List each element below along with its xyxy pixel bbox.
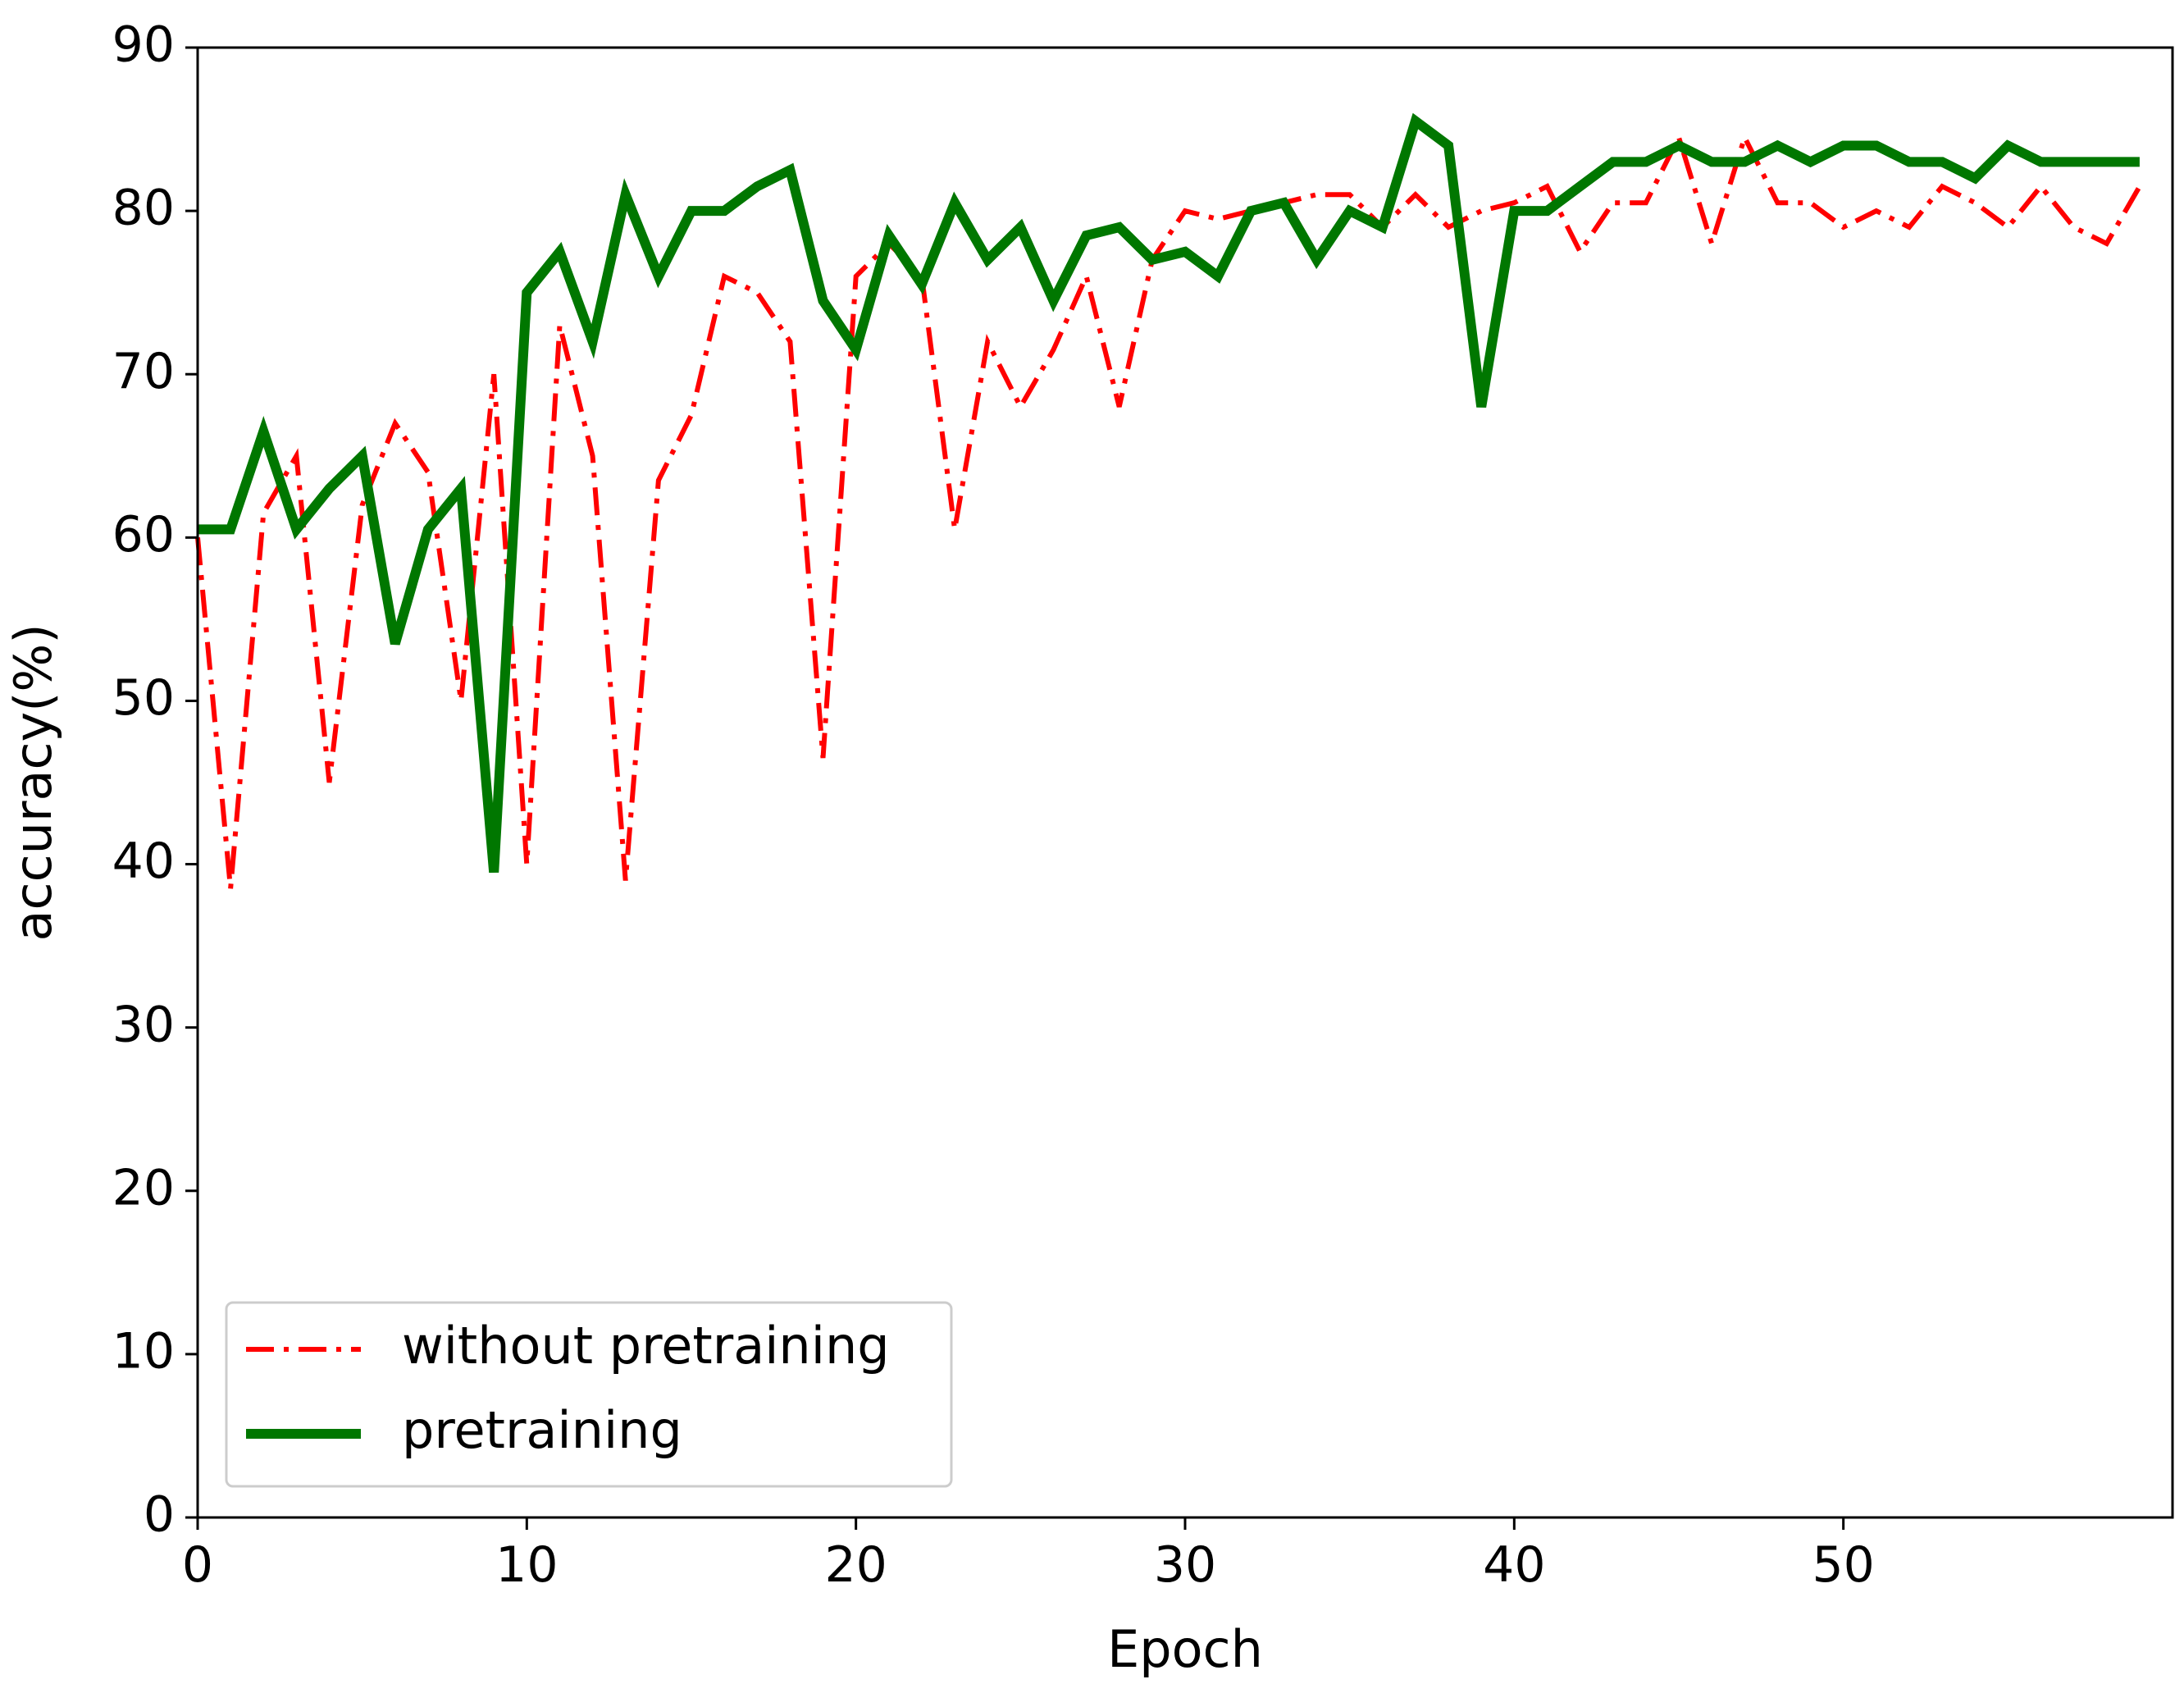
y-tick-label: 50 xyxy=(112,669,175,727)
x-tick-label: 30 xyxy=(1154,1536,1216,1594)
plot-lines xyxy=(195,112,2142,889)
legend-label-pretraining: pretraining xyxy=(402,1400,682,1460)
y-tick-label: 80 xyxy=(112,180,175,237)
legend: without pretraining pretraining xyxy=(225,1301,953,1488)
y-tick-label: 20 xyxy=(112,1159,175,1216)
x-tick-label: 20 xyxy=(824,1536,887,1594)
x-tick-label: 40 xyxy=(1483,1536,1545,1594)
legend-box xyxy=(225,1301,953,1488)
y-tick-label: 90 xyxy=(112,16,175,74)
x-axis: 0 10 20 30 40 50 xyxy=(182,1517,1875,1594)
series-line-without-pretraining xyxy=(195,130,2142,889)
x-tick-label: 0 xyxy=(182,1536,213,1594)
y-axis: 0 10 20 30 40 50 60 70 80 90 xyxy=(112,16,198,1544)
x-tick-label: 10 xyxy=(495,1536,558,1594)
y-tick-label: 10 xyxy=(112,1322,175,1380)
y-tick-label: 60 xyxy=(112,506,175,564)
y-tick-label: 70 xyxy=(112,343,175,400)
series-line-pretraining xyxy=(198,112,2140,874)
x-axis-label: Epoch xyxy=(1107,1619,1263,1679)
y-axis-label: accuracy(%) xyxy=(3,623,63,941)
y-tick-label: 0 xyxy=(144,1486,175,1544)
x-tick-label: 50 xyxy=(1812,1536,1874,1594)
y-tick-label: 40 xyxy=(112,833,175,890)
legend-label-without-pretraining: without pretraining xyxy=(402,1316,890,1376)
y-tick-label: 30 xyxy=(112,996,175,1053)
